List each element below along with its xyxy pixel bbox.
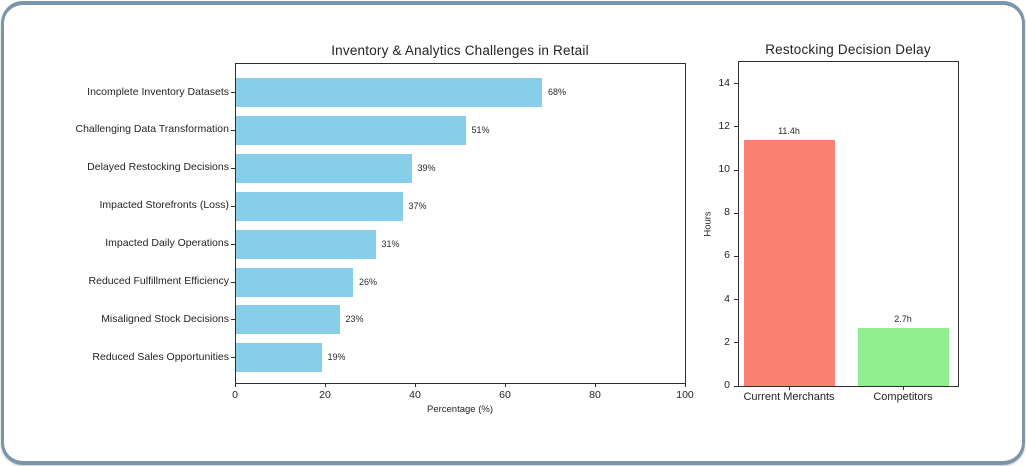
bar [236,343,322,373]
y-tick-mark [734,299,738,301]
value-label: 26% [359,276,378,287]
y-tick-label: 12 [718,119,730,132]
x-tick-mark [505,383,506,387]
x-tick-mark [235,383,236,387]
bar [236,78,542,107]
x-tick-mark [902,386,904,390]
x-tick-label: 80 [589,389,601,401]
category-label: Reduced Fulfillment Efficiency [88,275,229,287]
category-label: Incomplete Inventory Datasets [87,85,229,98]
value-label: 23% [345,314,364,325]
value-label: 68% [548,87,567,97]
y-tick-mark [734,169,738,171]
y-tick-mark [734,83,738,85]
value-label: 51% [471,124,490,135]
y-tick-mark [734,255,738,257]
value-label: 31% [381,238,400,249]
category-label: Challenging Data Transformation [75,123,229,136]
y-tick-mark [231,243,235,245]
y-tick-mark [231,167,235,169]
value-label: 2.7h [894,313,912,324]
value-label: 19% [327,352,346,363]
x-tick-label: 20 [319,389,331,401]
y-tick-label: 4 [724,292,730,305]
bar [236,153,412,183]
y-tick-label: 0 [724,379,730,391]
y-tick-mark [734,385,738,387]
x-tick-mark [788,386,790,390]
category-label: Reduced Sales Opportunities [92,350,229,363]
category-label: Current Merchants [743,391,835,403]
y-tick-mark [231,357,235,359]
right-chart-title: Restocking Decision Delay [765,42,931,57]
y-tick-label: 2 [724,335,730,348]
y-tick-mark [231,205,235,207]
y-tick-mark [231,319,235,321]
x-tick-label: 60 [499,389,511,401]
x-tick-mark [415,383,416,387]
y-tick-mark [231,281,235,283]
value-label: 39% [417,162,436,173]
category-label: Impacted Storefronts (Loss) [99,199,229,212]
value-label: 11.4h [778,125,800,136]
category-label: Delayed Restocking Decisions [87,161,229,174]
bar [236,191,403,221]
bar [236,229,376,259]
y-tick-mark [734,212,738,214]
y-tick-label: 14 [718,76,730,89]
right-chart-y-axis-label: Hours [702,211,714,237]
category-label: Impacted Daily Operations [105,237,229,250]
bar [236,305,340,335]
category-label: Competitors [873,391,933,403]
x-tick-label: 100 [676,389,694,401]
x-tick-label: 0 [232,389,238,401]
left-chart-x-axis-label: Percentage (%) [426,404,493,415]
x-tick-mark [325,383,326,387]
y-tick-label: 8 [724,206,730,219]
y-tick-label: 10 [718,163,730,175]
left-chart-title: Inventory & Analytics Challenges in Reta… [331,43,589,58]
value-label: 37% [408,200,427,211]
y-tick-mark [231,92,235,93]
y-tick-mark [231,129,235,131]
y-tick-mark [734,342,738,344]
x-tick-mark [685,383,686,387]
left-chart-plot-area [235,63,686,384]
x-tick-mark [595,383,596,387]
bar [857,327,949,386]
bar [236,267,353,297]
bar [743,139,835,386]
y-tick-label: 6 [724,249,730,262]
category-label: Misaligned Stock Decisions [101,312,229,325]
bar [236,115,466,145]
x-tick-label: 40 [409,389,421,401]
y-tick-mark [734,126,738,128]
